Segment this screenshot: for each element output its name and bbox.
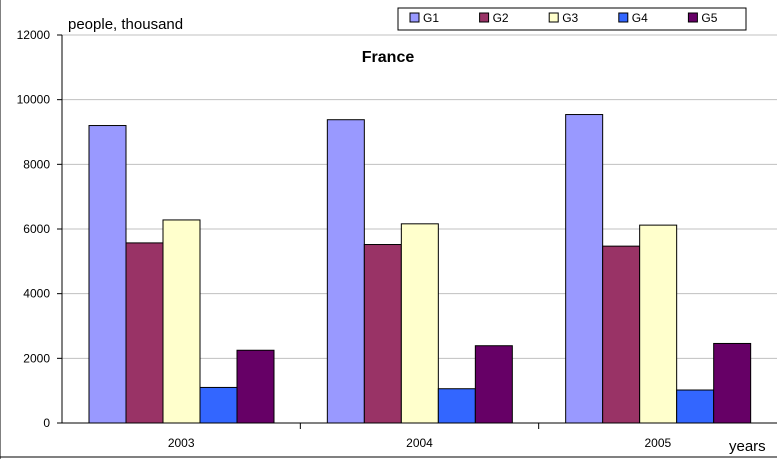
bar-g4-2003	[199, 386, 238, 424]
bar-g3-2003	[162, 219, 201, 424]
y-tick-label: 10000	[17, 93, 51, 107]
bar-g4-2004	[437, 388, 476, 424]
y-axis-label: people, thousand	[68, 16, 183, 33]
bar-g5-2004	[474, 345, 513, 424]
bar-g1-2004	[326, 119, 365, 424]
y-tick-label: 4000	[23, 287, 50, 301]
bar-g1-2005	[565, 114, 604, 424]
bar-g5-2003	[236, 349, 275, 424]
legend-label-g3: G3	[562, 11, 578, 25]
chart-title: France	[362, 49, 415, 66]
legend-label-g5: G5	[701, 11, 717, 25]
legend-label-g2: G2	[493, 11, 509, 25]
bar-g1-2003	[88, 125, 127, 424]
labels: people, thousand France years	[68, 16, 766, 455]
legend-label-g1: G1	[423, 11, 439, 25]
x-tick-label: 2005	[644, 436, 671, 450]
bar-g2-2005	[602, 245, 641, 424]
bar-g3-2005	[639, 224, 678, 424]
x-axis-label: years	[729, 438, 766, 455]
y-tick-label: 12000	[17, 28, 51, 42]
legend-label-g4: G4	[632, 11, 648, 25]
legend-swatch-g3	[548, 12, 559, 23]
y-tick-label: 2000	[23, 351, 50, 365]
legend-swatch-g2	[479, 12, 490, 23]
bar-g4-2005	[676, 389, 715, 424]
legend-swatch-g1	[409, 12, 420, 23]
legend-swatch-g4	[618, 12, 629, 23]
x-tick-label: 2003	[168, 436, 195, 450]
bars	[88, 114, 752, 424]
x-tick-label: 2004	[406, 436, 433, 450]
bar-g5-2005	[713, 342, 752, 424]
bar-g3-2004	[400, 223, 439, 424]
y-tick-label: 8000	[23, 157, 50, 171]
bar-g2-2004	[363, 244, 402, 424]
bar-g2-2003	[125, 242, 164, 424]
legend: G1 G2 G3 G4 G5	[397, 7, 747, 31]
y-tick-label: 6000	[23, 222, 50, 236]
legend-swatch-g5	[687, 12, 698, 23]
y-tick-label: 0	[43, 416, 50, 430]
